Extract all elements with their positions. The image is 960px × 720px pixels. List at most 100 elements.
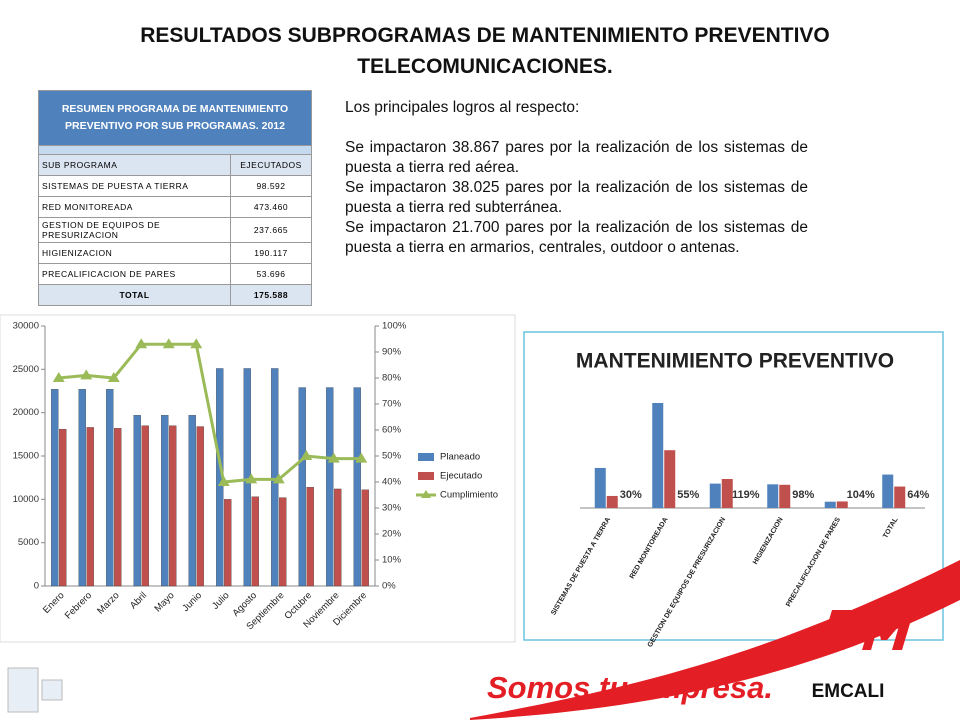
table-cell: TOTAL: [38, 284, 231, 306]
table-body: SISTEMAS DE PUESTA A TIERRA 98.592 RED MON…: [38, 175, 312, 306]
marker: [162, 338, 175, 349]
summary-table: RESUMEN PROGRAMA DE MANTENIMIENTO PREVEN…: [38, 90, 312, 306]
marker: [300, 450, 313, 460]
bar: [279, 497, 287, 587]
bar: [224, 499, 232, 587]
bar: [161, 415, 169, 587]
annotation: 64%: [907, 489, 929, 501]
bar: [594, 467, 606, 508]
y2-tick-label: 80%: [382, 373, 402, 384]
bar: [353, 387, 361, 587]
marker: [245, 473, 258, 484]
y2-tick-label: 70%: [382, 399, 402, 410]
y-tick-label: 0: [34, 581, 39, 592]
swoosh: [470, 560, 960, 720]
y2-tick-label: 60%: [382, 425, 402, 436]
bar: [251, 496, 259, 587]
annotation: 119%: [732, 489, 760, 501]
annotation: 30%: [620, 489, 642, 501]
paragraph: Se impactaron 38.025 pares por la realiz…: [345, 179, 808, 216]
column-header: EJECUTADOS: [230, 154, 312, 176]
y2-tick-label: 0%: [382, 581, 396, 592]
bar: [767, 484, 779, 508]
legend-label: Cumplimiento: [440, 490, 498, 501]
bar: [196, 426, 204, 587]
y-tick-label: 15000: [13, 451, 39, 462]
slide-title: RESULTADOS SUBPROGRAMAS DE MANTENIMIENTO…: [60, 20, 910, 82]
marker: [52, 372, 65, 382]
text-block: Los principales logros al respecto: Se i…: [345, 98, 808, 258]
bar: [51, 389, 59, 587]
bar: [652, 403, 664, 508]
intro: Los principales logros al respecto:: [345, 99, 580, 116]
line: [58, 342, 362, 484]
bar: [882, 474, 894, 508]
y2-tick-label: 100%: [382, 321, 407, 332]
chart-frame: [523, 331, 944, 641]
marker: [107, 372, 120, 382]
bar: [334, 488, 342, 587]
legend-swatch: [418, 453, 434, 461]
table-row: HIGIENIZACION 190.117: [38, 242, 312, 264]
bar: [133, 415, 141, 587]
logo-mark: [820, 610, 914, 650]
cert-logo: [41, 679, 63, 701]
legend-label: Planeado: [440, 452, 480, 463]
bar: [709, 483, 721, 508]
bar: [894, 486, 906, 508]
bar: [306, 487, 314, 587]
annotation: 98%: [792, 489, 814, 501]
annotation: 104%: [847, 489, 875, 501]
marker: [355, 452, 368, 463]
marker: [217, 476, 230, 486]
bar: [779, 484, 791, 508]
legend-swatch: [421, 490, 431, 498]
y2-tick-label: 10%: [382, 555, 402, 566]
y2-tick-label: 40%: [382, 477, 402, 488]
title-line: TELECOMUNICACIONES.: [357, 55, 613, 78]
bar: [824, 501, 836, 508]
bar: [106, 389, 114, 587]
y-tick-label: 5000: [18, 537, 39, 548]
cert-logo: [7, 667, 39, 713]
table-row: GESTION DE EQUIPOS DE PRESURIZACION 237.6…: [38, 217, 312, 243]
bar: [169, 425, 177, 587]
y-tick-label: 10000: [13, 494, 39, 505]
marker: [135, 338, 148, 349]
y-tick-label: 25000: [13, 364, 39, 375]
bar: [59, 428, 67, 587]
legend-swatch: [418, 472, 434, 480]
bar: [836, 501, 848, 508]
paragraph: Se impactaron 38.867 pares por la realiz…: [345, 139, 808, 176]
bar: [361, 489, 369, 587]
y2-tick-label: 20%: [382, 529, 402, 540]
slogan: Somos tu empresa.: [487, 670, 773, 705]
bar: [721, 478, 733, 508]
paragraph: Se impactaron 21.700 pares por la realiz…: [345, 219, 808, 256]
column-header: SUB PROGRAMA: [38, 154, 231, 176]
marker: [327, 452, 340, 463]
marker: [80, 369, 93, 380]
bar: [664, 450, 676, 508]
y2-tick-label: 50%: [382, 451, 402, 462]
bar: [141, 425, 149, 587]
marker: [272, 473, 285, 484]
bar: [188, 415, 196, 587]
bar: [298, 387, 306, 587]
bar: [86, 427, 94, 587]
table-row: PRECALIFICACION DE PARES 53.696: [38, 263, 312, 285]
bar: [78, 389, 86, 587]
table-title: RESUMEN PROGRAMA DE MANTENIMIENTO PREVEN…: [38, 90, 312, 146]
bar: [114, 428, 122, 587]
chart-title: MANTENIMIENTO PREVENTIVO: [576, 350, 894, 373]
bar: [606, 495, 618, 508]
y2-tick-label: 30%: [382, 503, 402, 514]
y-tick-label: 20000: [13, 407, 39, 418]
table-cell: 175.588: [230, 284, 312, 306]
legend-label: Ejecutado: [440, 471, 482, 482]
bar: [326, 387, 334, 587]
title-line: RESULTADOS SUBPROGRAMAS DE MANTENIMIENTO…: [140, 24, 830, 47]
marker: [190, 338, 203, 349]
